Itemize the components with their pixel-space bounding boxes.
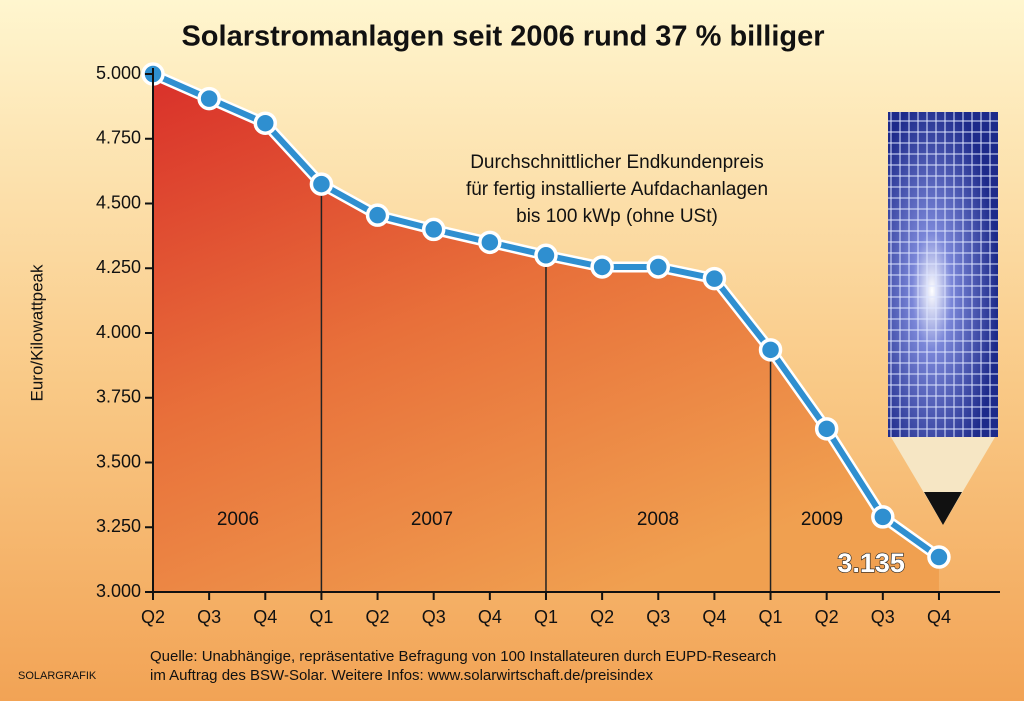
point	[702, 266, 727, 291]
subtitle: für fertig installierte Aufdachanlagen	[466, 179, 768, 200]
value-label: 3.135	[837, 548, 905, 578]
y-tick-label: 3.000	[96, 581, 141, 601]
source: Quelle: Unabhängige, repräsentative Befr…	[150, 648, 776, 665]
point	[758, 338, 783, 362]
x-tick-label: Q3	[197, 607, 221, 627]
y-tick-label: 4.750	[96, 128, 141, 148]
x-tick-label: Q4	[702, 607, 726, 627]
x-tick-label: Q2	[141, 607, 165, 627]
y-axis-label: Euro/Kilowattpeak	[27, 264, 46, 402]
source: im Auftrag des BSW-Solar. Weitere Infos:…	[150, 667, 653, 684]
year-label: 2006	[217, 509, 259, 530]
year-label: 2008	[637, 509, 679, 530]
point	[421, 217, 446, 242]
point	[590, 255, 614, 279]
x-tick-label: Q4	[927, 607, 951, 627]
y-tick-label: 5.000	[96, 63, 141, 83]
y-tick-label: 4.500	[96, 192, 141, 212]
point	[478, 230, 502, 255]
y-tick-label: 4.000	[96, 322, 141, 342]
y-tick-label: 3.250	[96, 516, 141, 536]
x-tick-label: Q3	[646, 607, 670, 627]
point	[365, 203, 390, 227]
x-tick-label: Q3	[422, 607, 446, 627]
x-tick-label: Q3	[871, 607, 895, 627]
point	[197, 86, 221, 111]
y-tick-label: 3.750	[96, 387, 141, 407]
point	[646, 255, 671, 279]
point	[253, 111, 278, 135]
subtitle: Durchschnittlicher Endkundenpreis	[470, 152, 764, 173]
x-tick-label: Q4	[253, 607, 277, 627]
point	[927, 545, 951, 569]
point	[814, 417, 839, 441]
x-tick-label: Q4	[478, 607, 502, 627]
x-tick-label: Q1	[759, 607, 783, 627]
y-tick-label: 4.250	[96, 257, 141, 277]
year-label: 2007	[411, 509, 453, 530]
pencil-illustration	[888, 112, 998, 525]
y-tick-label: 3.500	[96, 451, 141, 471]
year-label: 2009	[801, 509, 843, 530]
point	[309, 172, 334, 196]
subtitle: bis 100 kWp (ohne USt)	[516, 206, 718, 227]
x-tick-label: Q1	[534, 607, 558, 627]
x-tick-label: Q2	[366, 607, 390, 627]
x-tick-label: Q2	[815, 607, 839, 627]
point	[534, 243, 558, 268]
x-tick-label: Q2	[590, 607, 614, 627]
chart-title: Solarstromanlagen seit 2006 rund 37 % bi…	[181, 21, 824, 53]
point	[871, 505, 895, 529]
x-tick-label: Q1	[309, 607, 333, 627]
credit: SOLARGRAFIK	[18, 670, 97, 682]
